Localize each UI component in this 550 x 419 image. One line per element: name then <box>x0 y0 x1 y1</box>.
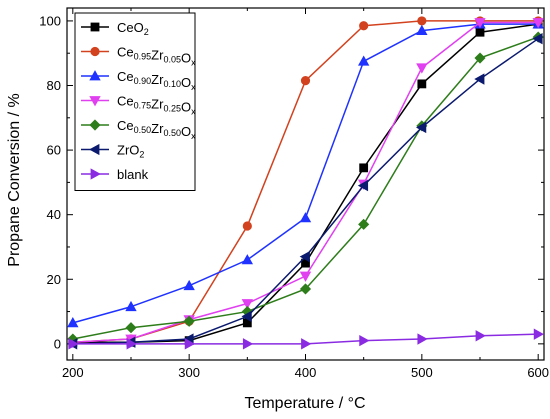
x-tick-label: 400 <box>295 365 317 380</box>
legend-item: blank <box>81 167 149 182</box>
data-point <box>299 271 312 282</box>
legend-item: Ce0.95Zr0.05Ox <box>81 45 196 68</box>
data-point <box>183 315 195 327</box>
legend-item: Ce0.90Zr0.10Ox <box>81 69 196 92</box>
data-point <box>417 79 427 89</box>
data-point <box>475 27 485 37</box>
legend: CeO2 Ce0.95Zr0.05OxCe0.90Zr0.10OxCe0.75Zr… <box>74 12 196 191</box>
data-point <box>183 279 195 291</box>
data-point <box>241 310 252 323</box>
data-point <box>68 338 79 350</box>
x-tick-label: 600 <box>527 365 549 380</box>
legend-item: ZrO2 <box>81 143 144 160</box>
legend-label: Ce0.75Zr0.25Ox <box>117 94 196 117</box>
data-point <box>126 338 137 350</box>
data-point <box>475 330 486 342</box>
y-tick-label: 20 <box>47 272 61 287</box>
legend-label: ZrO2 <box>117 143 144 160</box>
legend-item: CeO2 <box>81 20 149 37</box>
data-point <box>416 121 427 134</box>
data-point <box>359 21 369 31</box>
data-point <box>184 338 195 350</box>
legend-marker <box>90 22 100 32</box>
data-point <box>416 24 428 36</box>
data-point <box>241 254 254 265</box>
data-point <box>357 55 370 66</box>
y-tick-label: 40 <box>47 207 61 222</box>
legend-label: Ce0.90Zr0.10Ox <box>117 69 196 92</box>
data-point <box>417 333 428 345</box>
data-point <box>67 317 79 328</box>
data-point <box>357 179 369 192</box>
y-tick-label: 100 <box>39 13 61 28</box>
data-point <box>474 73 485 85</box>
data-point <box>300 76 311 86</box>
data-point <box>125 300 137 312</box>
data-point <box>532 18 544 29</box>
x-tick-label: 200 <box>62 365 84 380</box>
y-tick-label: 80 <box>47 78 61 93</box>
legend-marker <box>89 70 101 81</box>
series-6 <box>68 328 545 350</box>
data-point <box>533 328 545 340</box>
data-point <box>125 322 137 334</box>
data-point <box>417 16 427 26</box>
legend-marker <box>89 143 100 156</box>
data-point <box>474 18 486 29</box>
data-point <box>358 218 370 230</box>
legend-item: Ce0.50Zr0.50Ox <box>81 118 196 141</box>
x-axis-title: Temperature / °C <box>244 395 365 412</box>
axes: 200 300 400 500 600 0 20 40 60 80 100 <box>39 7 549 380</box>
data-point <box>359 163 369 173</box>
legend-marker <box>90 168 101 180</box>
data-point <box>299 283 312 295</box>
data-point <box>299 250 310 263</box>
x-tick-label: 300 <box>178 365 200 380</box>
data-point <box>359 334 370 347</box>
legend-marker <box>89 96 101 107</box>
data-point <box>301 338 312 350</box>
legend-label: blank <box>117 167 149 182</box>
data-point <box>299 212 312 223</box>
y-tick-label: 60 <box>47 143 61 158</box>
legend-marker <box>89 119 101 131</box>
data-point <box>474 52 486 64</box>
data-point <box>242 338 254 350</box>
y-tick-label: 0 <box>54 336 61 351</box>
data-point <box>241 299 254 310</box>
legend-marker <box>90 46 100 57</box>
legend-label: Ce0.95Zr0.05Ox <box>117 45 196 68</box>
y-axis-title: Propane Conversion / % <box>6 93 23 266</box>
series-layer <box>66 16 545 350</box>
x-tick-label: 500 <box>411 365 433 380</box>
legend-item: Ce0.75Zr0.25Ox <box>81 94 196 117</box>
legend-label: CeO2 <box>117 20 149 37</box>
data-point <box>242 221 252 231</box>
data-point <box>416 63 428 74</box>
legend-label: Ce0.50Zr0.50Ox <box>117 118 196 141</box>
data-point <box>532 32 543 45</box>
